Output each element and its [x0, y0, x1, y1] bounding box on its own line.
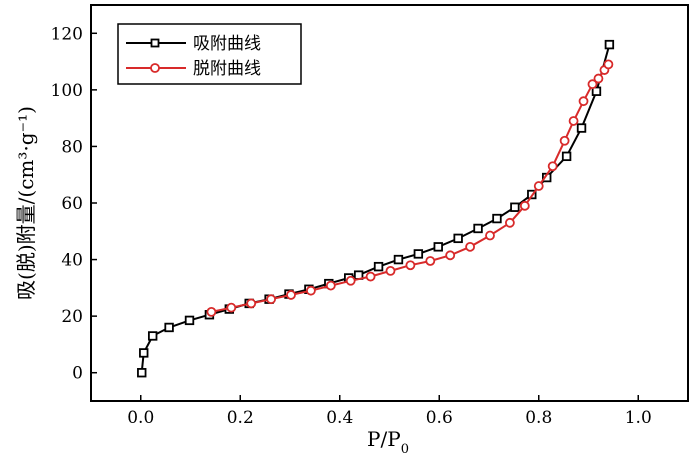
adsorption-point [576, 123, 587, 133]
legend-adsorption-marker [150, 38, 160, 48]
x-tick-label: 1.0 [625, 408, 652, 428]
adsorption-point [164, 322, 174, 333]
x-tick-label: 0.6 [426, 408, 453, 428]
y-tick-label: 0 [72, 364, 83, 384]
desorption-point [504, 217, 515, 228]
desorption-point [587, 79, 598, 90]
adsorption-point [473, 223, 483, 234]
y-tick-label: 100 [51, 81, 83, 101]
legend-adsorption-label: 吸附曲线 [193, 34, 261, 54]
adsorption-point [453, 233, 463, 244]
adsorption-point [604, 39, 615, 50]
x-tick-label: 0.4 [326, 408, 353, 428]
desorption-point [533, 181, 544, 191]
series-layer [137, 39, 615, 378]
desorption-point [365, 271, 376, 282]
y-axis-title: 吸(脱)附量/(cm³·g⁻¹) [14, 106, 38, 300]
x-axis-title-subscript: 0 [401, 442, 409, 457]
desorption-point [425, 256, 436, 266]
adsorption-point [433, 242, 443, 252]
axis-ticks: 0.0 0.2 0.4 0.6 0.8 1.0 0 20 40 60 80 100 120 [51, 24, 652, 428]
desorption-point [325, 280, 336, 291]
desorption-point [226, 302, 237, 313]
adsorption-curve-line [140, 44, 611, 373]
y-tick-label: 80 [61, 137, 83, 157]
x-tick-label: 0.8 [525, 408, 552, 428]
y-tick-label: 120 [51, 24, 83, 44]
legend-desorption-marker [150, 63, 160, 73]
desorption-point [445, 250, 456, 261]
adsorption-point [510, 202, 520, 212]
desorption-curve-line [211, 63, 610, 313]
desorption-point [405, 260, 416, 271]
adsorption-point [393, 254, 404, 265]
adsorption-point [413, 249, 424, 259]
adsorption-point [147, 331, 158, 341]
desorption-point [603, 59, 614, 70]
desorption-point [385, 265, 396, 276]
y-tick-label: 20 [61, 307, 83, 327]
y-tick-label: 40 [61, 251, 83, 271]
desorption-point [547, 161, 558, 172]
legend: 吸附曲线 脱附曲线 [117, 23, 302, 85]
y-tick-label: 60 [61, 194, 83, 214]
desorption-point [305, 285, 316, 296]
desorption-series [206, 59, 614, 317]
desorption-point [559, 135, 570, 146]
adsorption-point [184, 315, 195, 326]
x-tick-label: 0.0 [127, 408, 154, 428]
adsorption-series [137, 39, 615, 378]
x-axis-title: P/P0 [367, 427, 409, 457]
legend-desorption-label: 脱附曲线 [193, 59, 261, 79]
desorption-point [286, 290, 296, 300]
adsorption-point [492, 213, 502, 224]
adsorption-point [139, 348, 149, 358]
legend-box [117, 23, 302, 85]
desorption-point [519, 200, 530, 211]
desorption-point [465, 241, 475, 252]
desorption-point [206, 306, 217, 317]
x-tick-label: 0.2 [227, 408, 254, 428]
adsorption-point [137, 368, 147, 378]
desorption-point [568, 116, 579, 126]
desorption-point [266, 294, 276, 305]
desorption-point [246, 298, 257, 309]
desorption-point [578, 96, 589, 107]
adsorption-point [591, 86, 602, 96]
desorption-point [485, 230, 495, 241]
desorption-point [593, 73, 604, 84]
adsorption-point [561, 151, 572, 162]
adsorption-point [373, 261, 384, 272]
desorption-point [345, 275, 356, 286]
